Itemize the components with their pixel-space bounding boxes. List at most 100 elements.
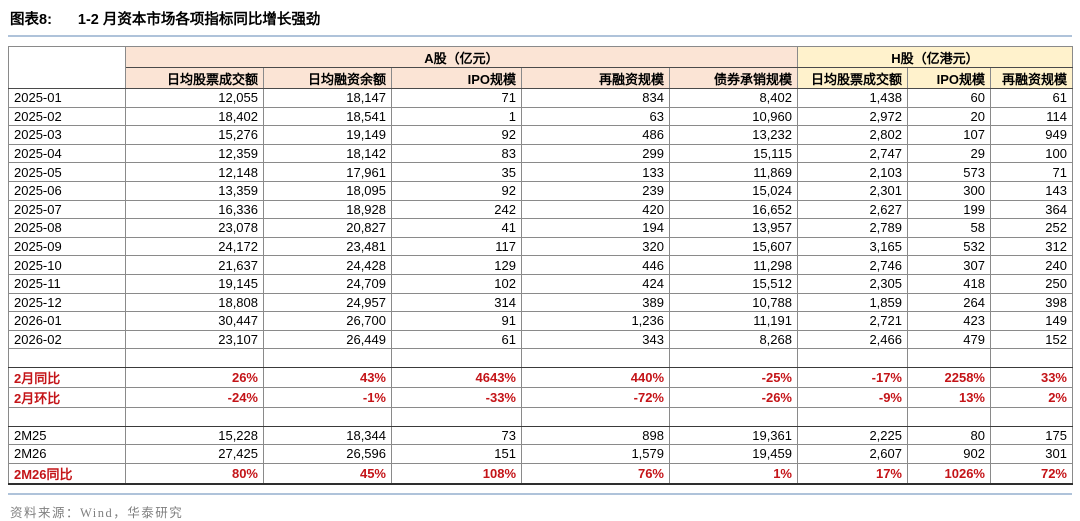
value-cell: 2,466 xyxy=(797,329,908,350)
table-row xyxy=(8,406,1073,427)
value-cell: 2% xyxy=(990,386,1073,408)
value-cell: 133 xyxy=(521,162,670,182)
table-row: 2025-04 12,359 18,142 83 299 15,115 2,747 29 100 xyxy=(8,143,1073,164)
value-cell xyxy=(669,348,798,368)
value-cell xyxy=(797,406,908,427)
value-cell: 23,078 xyxy=(125,218,264,238)
value-cell: 11,869 xyxy=(669,162,798,182)
value-cell: 26,449 xyxy=(263,329,392,350)
value-cell: 29 xyxy=(907,143,991,164)
value-cell: 92 xyxy=(391,180,522,201)
value-cell: -72% xyxy=(521,386,670,408)
table-row: 2025-03 15,276 19,149 92 486 13,232 2,802 107 94… xyxy=(8,125,1073,145)
value-cell: -1% xyxy=(263,386,392,408)
value-cell: 18,142 xyxy=(263,143,392,164)
value-cell: 24,957 xyxy=(263,292,392,313)
value-cell: 100 xyxy=(990,143,1073,164)
value-cell: 71 xyxy=(990,162,1073,182)
table-row: 2025-11 19,145 24,709 102 424 15,512 2,305 418 2… xyxy=(8,273,1073,294)
value-cell: 2,225 xyxy=(797,425,908,446)
value-cell: 446 xyxy=(521,255,670,275)
value-cell xyxy=(391,406,522,427)
column-header: 日均股票成交额 xyxy=(797,67,908,89)
value-cell: 343 xyxy=(521,329,670,350)
row-label-cell: 2月环比 xyxy=(8,386,126,408)
value-cell: 2,721 xyxy=(797,311,908,331)
value-cell: 12,055 xyxy=(125,88,264,108)
value-cell: 2,305 xyxy=(797,273,908,294)
table-row: 2M25 15,228 18,344 73 898 19,361 2,225 80 175 xyxy=(8,425,1073,446)
value-cell: 15,512 xyxy=(669,273,798,294)
column-header: 日均股票成交额 xyxy=(125,67,264,89)
value-cell xyxy=(521,348,670,368)
value-cell: 2,627 xyxy=(797,199,908,220)
value-cell: 114 xyxy=(990,106,1073,127)
value-cell: 13,359 xyxy=(125,180,264,201)
corner-cell xyxy=(8,46,126,89)
value-cell: 301 xyxy=(990,444,1073,464)
value-cell xyxy=(990,406,1073,427)
row-label-cell xyxy=(8,406,126,427)
value-cell: 24,428 xyxy=(263,255,392,275)
value-cell xyxy=(263,348,392,368)
value-cell: 20,827 xyxy=(263,218,392,238)
row-label-cell: 2025-04 xyxy=(8,143,126,164)
value-cell: 45% xyxy=(263,462,392,485)
row-label-cell: 2025-07 xyxy=(8,199,126,220)
value-cell: 4643% xyxy=(391,366,522,388)
value-cell: 23,107 xyxy=(125,329,264,350)
value-cell: 41 xyxy=(391,218,522,238)
value-cell: 250 xyxy=(990,273,1073,294)
value-cell: 35 xyxy=(391,162,522,182)
value-cell: 61 xyxy=(391,329,522,350)
row-label-cell: 2M25 xyxy=(8,425,126,446)
value-cell: 17,961 xyxy=(263,162,392,182)
value-cell xyxy=(391,348,522,368)
value-cell: 63 xyxy=(521,106,670,127)
value-cell: 61 xyxy=(990,88,1073,108)
table-row: 2025-10 21,637 24,428 129 446 11,298 2,746 307 2… xyxy=(8,255,1073,275)
value-cell: 1,579 xyxy=(521,444,670,464)
row-label-cell: 2025-03 xyxy=(8,125,126,145)
value-cell: 252 xyxy=(990,218,1073,238)
value-cell: 13,957 xyxy=(669,218,798,238)
column-header: IPO规模 xyxy=(391,67,522,89)
value-cell: 2,103 xyxy=(797,162,908,182)
value-cell: 18,147 xyxy=(263,88,392,108)
value-cell: 300 xyxy=(907,180,991,201)
value-cell: 2,789 xyxy=(797,218,908,238)
value-cell: -25% xyxy=(669,366,798,388)
figure-title: 1-2 月资本市场各项指标同比增长强劲 xyxy=(77,12,321,28)
value-cell: 320 xyxy=(521,236,670,257)
value-cell: 19,145 xyxy=(125,273,264,294)
row-label-cell: 2026-02 xyxy=(8,329,126,350)
value-cell: 15,024 xyxy=(669,180,798,201)
value-cell: 19,459 xyxy=(669,444,798,464)
value-cell: 71 xyxy=(391,88,522,108)
table-row: 2月环比 -24% -1% -33% -72% -26% -9% 13% 2% xyxy=(8,386,1073,408)
source-note: 资料来源：Wind，华泰研究 xyxy=(10,505,184,520)
value-cell: 13% xyxy=(907,386,991,408)
value-cell: 117 xyxy=(391,236,522,257)
value-cell: 23,481 xyxy=(263,236,392,257)
row-label-cell: 2M26 xyxy=(8,444,126,464)
value-cell: 424 xyxy=(521,273,670,294)
value-cell: 364 xyxy=(990,199,1073,220)
value-cell xyxy=(521,406,670,427)
value-cell: 834 xyxy=(521,88,670,108)
row-label-cell: 2025-08 xyxy=(8,218,126,238)
value-cell: 83 xyxy=(391,143,522,164)
table-body: 2025-01 12,055 18,147 71 834 8,402 1,438 60 61 20… xyxy=(8,88,1073,485)
value-cell: 11,298 xyxy=(669,255,798,275)
table-row xyxy=(8,348,1073,368)
h-share-group-header: H股（亿港元） xyxy=(797,46,1073,68)
value-cell: 2,747 xyxy=(797,143,908,164)
group-header-row: A股（亿元） H股（亿港元） xyxy=(8,46,1073,89)
table-header: A股（亿元） H股（亿港元） 日均股票成交额 日均融资余额 IPO规模 再融资规… xyxy=(8,46,1073,89)
column-header: 再融资规模 xyxy=(521,67,670,89)
table-row: 2M26同比 80% 45% 108% 76% 1% 17% 1026% 72% xyxy=(8,462,1073,485)
value-cell: 18,402 xyxy=(125,106,264,127)
value-cell: 486 xyxy=(521,125,670,145)
value-cell: 398 xyxy=(990,292,1073,313)
